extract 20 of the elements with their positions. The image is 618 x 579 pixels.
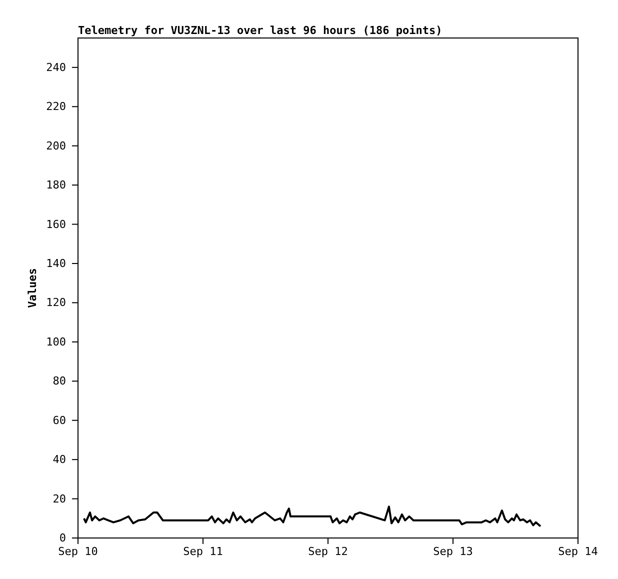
x-tick-label: Sep 12 [308, 544, 348, 558]
x-tick-label: Sep 14 [558, 544, 598, 558]
y-tick-label: 160 [46, 218, 66, 231]
y-tick-label: 200 [46, 139, 66, 152]
x-tick-label: Sep 10 [58, 544, 98, 558]
x-tick-label: Sep 13 [433, 544, 473, 558]
x-tick-label: Sep 11 [183, 544, 223, 558]
y-tick-label: 100 [46, 335, 66, 348]
y-tick-label: 220 [46, 100, 66, 114]
y-tick-label: 0 [59, 532, 66, 545]
y-tick-label: 20 [52, 492, 66, 506]
y-tick-label: 140 [46, 257, 66, 270]
y-tick-label: 40 [52, 453, 66, 466]
y-tick-label: 240 [46, 60, 66, 74]
y-tick-label: 120 [46, 296, 66, 310]
chart-title: Telemetry for VU3ZNL-13 over last 96 hours (186 points) [78, 24, 442, 37]
y-tick-label: 60 [52, 414, 66, 427]
y-tick-label: 80 [52, 374, 66, 388]
y-axis-title: Values [26, 268, 39, 308]
y-tick-label: 180 [46, 178, 66, 192]
